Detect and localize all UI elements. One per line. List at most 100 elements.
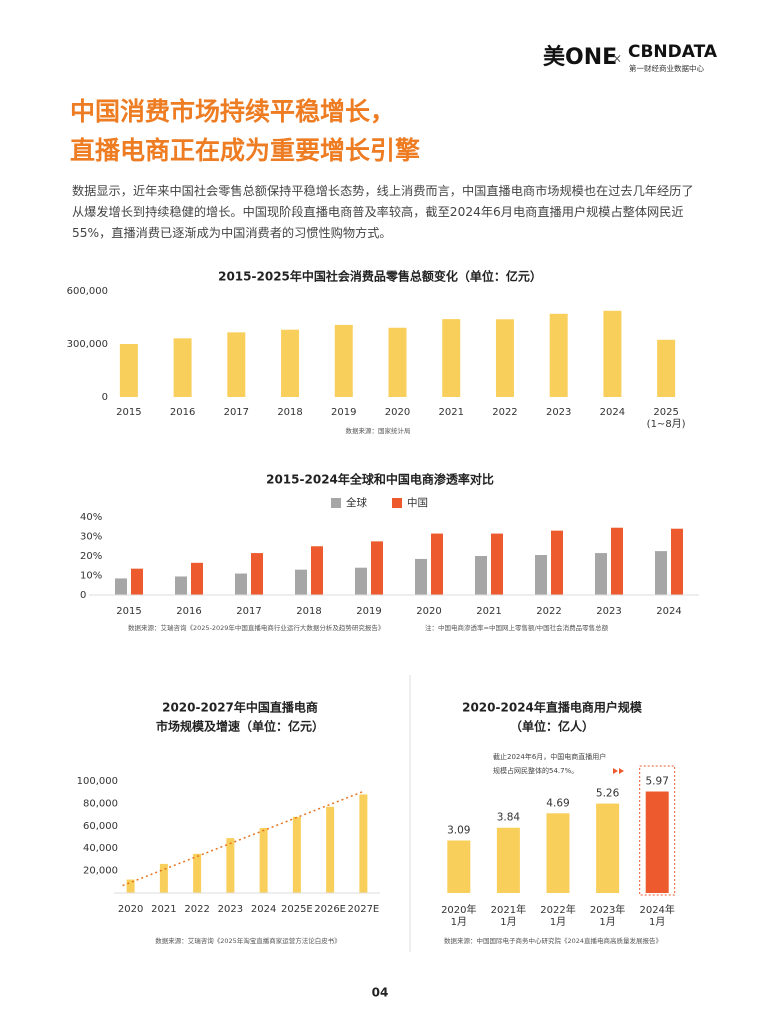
page-title: 中国消费市场持续平稳增长， — [70, 97, 395, 126]
annotation: 规模占网民整体的54.7%。 — [493, 766, 578, 775]
bar — [193, 853, 202, 893]
bar — [596, 803, 620, 893]
bar — [292, 816, 301, 893]
x-tick-label: 2022 — [184, 904, 209, 915]
annotation-arrow — [613, 768, 624, 774]
x-tick-label: 2025 (1~8月) — [647, 407, 686, 430]
bar — [442, 319, 461, 397]
x-tick-label: 2016 — [170, 407, 195, 418]
bar — [173, 338, 192, 397]
x-tick-label: 2018 — [296, 606, 321, 617]
bar — [549, 313, 568, 397]
x-tick-label: 2017 — [224, 407, 249, 418]
chart-title: 2020-2027年中国直播电商 — [162, 700, 318, 715]
bar — [475, 556, 487, 595]
x-tick-label: 2016 — [176, 606, 201, 617]
logo-right: CBNDATA — [628, 42, 718, 62]
x-tick-label: 2023 — [546, 407, 571, 418]
data-label: 5.97 — [646, 776, 669, 788]
x-tick-label: 2019 — [356, 606, 381, 617]
bar — [126, 879, 135, 893]
bar — [295, 569, 307, 595]
chart-title: 市场规模及增速（单位：亿元） — [156, 719, 324, 734]
x-tick-label: 2020年 1月 — [441, 903, 476, 928]
x-tick-label: 2020 — [385, 407, 410, 418]
x-tick-label: 2025E — [281, 904, 313, 915]
y-tick-label: 0 — [80, 590, 86, 601]
x-tick-label: 2020 — [118, 904, 143, 915]
bar — [115, 578, 127, 595]
source: 数据来源：艾瑞咨询《2025年淘宝直播商家运营方法论白皮书》 — [155, 936, 341, 945]
legend-swatch — [392, 498, 402, 508]
bar — [671, 528, 683, 595]
chart-title: 2015-2025年中国社会消费品零售总额变化（单位：亿元） — [218, 269, 542, 284]
bar — [496, 827, 520, 893]
x-tick-label: 2024年 1月 — [639, 903, 674, 928]
legend-label: 全球 — [346, 496, 367, 509]
data-label: 4.69 — [546, 797, 569, 809]
bar — [595, 553, 607, 595]
y-tick-label: 10% — [80, 571, 102, 582]
logo-right-sub: 第一财经商业数据中心 — [629, 63, 704, 73]
bar — [334, 324, 353, 397]
x-tick-label: 2021 — [151, 904, 176, 915]
bar — [415, 558, 427, 595]
y-tick-label: 40,000 — [83, 843, 118, 854]
y-tick-label: 20,000 — [83, 866, 118, 877]
x-tick-label: 2021 — [439, 407, 464, 418]
source: 数据来源：国家统计局 — [346, 426, 411, 435]
bar — [431, 533, 443, 595]
bar — [371, 541, 383, 595]
bar — [311, 546, 323, 595]
bar — [551, 530, 563, 595]
highlight-box — [639, 765, 676, 896]
logo-separator: × — [612, 52, 622, 66]
x-tick-label: 2023年 1月 — [590, 903, 625, 928]
bar — [191, 562, 203, 595]
bar — [159, 863, 168, 893]
x-tick-label: 2022 — [492, 407, 517, 418]
legend-label: 中国 — [407, 496, 428, 509]
trend-line — [122, 790, 364, 887]
x-tick-label: 2018 — [277, 407, 302, 418]
x-tick-label: 2022年 1月 — [540, 903, 575, 928]
bar — [259, 828, 268, 893]
page-number: 04 — [372, 986, 389, 1000]
x-tick-label: 2021 — [476, 606, 501, 617]
bar — [355, 567, 367, 595]
x-tick-label: 2023 — [218, 904, 243, 915]
y-tick-label: 30% — [80, 532, 102, 543]
bar — [251, 553, 263, 595]
bar — [447, 840, 471, 893]
bar — [131, 568, 143, 595]
x-tick-label: 2015 — [116, 606, 141, 617]
x-tick-label: 2020 — [416, 606, 441, 617]
bar — [227, 332, 246, 397]
chart-title: （单位：亿人） — [510, 719, 594, 734]
bar — [235, 573, 247, 595]
x-tick-label: 2021年 1月 — [491, 903, 526, 928]
bar — [281, 329, 300, 397]
y-tick-label: 40% — [80, 512, 102, 523]
bar — [603, 310, 622, 397]
bar — [175, 576, 187, 595]
legend-swatch — [331, 498, 341, 508]
bar — [657, 339, 676, 397]
bar — [491, 533, 503, 595]
x-tick-label: 2022 — [536, 606, 561, 617]
x-tick-label: 2026E — [314, 904, 346, 915]
y-tick-label: 20% — [80, 551, 102, 562]
x-tick-label: 2024 — [600, 407, 625, 418]
paragraph: 数据显示，近年来中国社会零售总额保持平稳增长态势，线上消费而言，中国直播电商市场… — [72, 184, 694, 240]
y-tick-label: 80,000 — [83, 798, 118, 809]
bar — [535, 555, 547, 595]
y-tick-label: 0 — [102, 392, 108, 403]
x-tick-label: 2023 — [596, 606, 621, 617]
bar — [645, 791, 669, 893]
bar — [226, 838, 235, 893]
logo-left: 美ONE — [543, 44, 617, 70]
bar — [388, 327, 407, 397]
bar — [359, 794, 368, 893]
x-tick-label: 2019 — [331, 407, 356, 418]
